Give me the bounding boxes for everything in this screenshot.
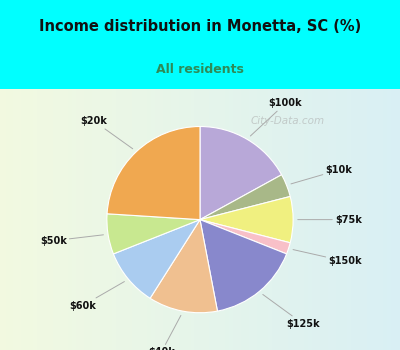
Wedge shape [150,220,218,313]
Text: $40k: $40k [148,315,181,350]
Text: $50k: $50k [40,235,104,246]
Wedge shape [200,175,290,220]
Text: $100k: $100k [250,98,302,136]
Text: $150k: $150k [293,250,362,266]
Wedge shape [114,220,200,298]
Wedge shape [107,214,200,254]
Text: $60k: $60k [69,281,124,311]
Text: All residents: All residents [156,63,244,76]
Wedge shape [200,220,286,311]
Wedge shape [200,196,293,243]
Text: $20k: $20k [81,116,133,149]
Wedge shape [200,126,282,220]
Text: $10k: $10k [291,165,352,184]
Text: $75k: $75k [298,215,362,225]
Text: Income distribution in Monetta, SC (%): Income distribution in Monetta, SC (%) [39,19,361,34]
Wedge shape [200,220,290,254]
Text: City-Data.com: City-Data.com [251,116,325,126]
Wedge shape [107,126,200,220]
Text: $125k: $125k [263,294,320,329]
